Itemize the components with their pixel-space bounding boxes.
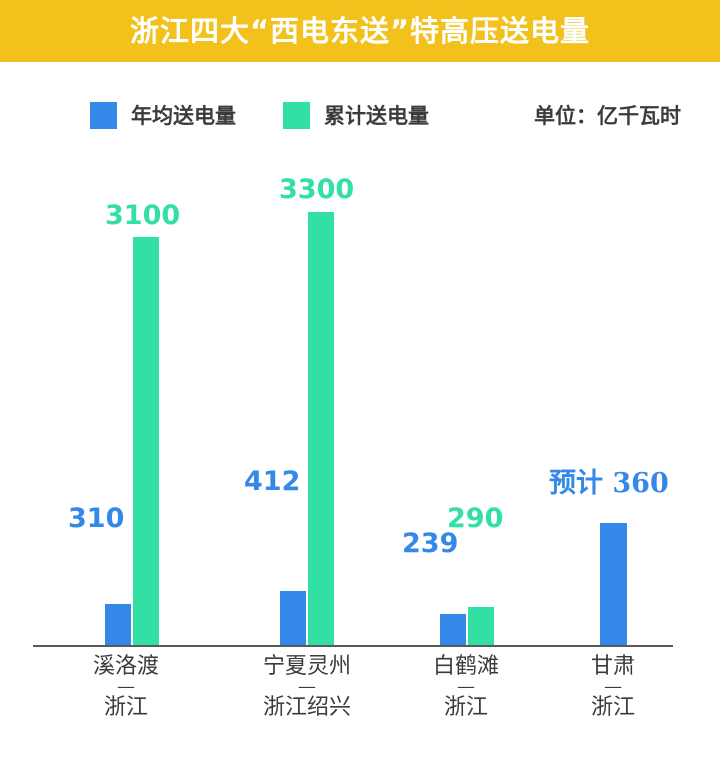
value-label-cumulative-3: 290 <box>447 503 504 534</box>
legend-label-annual: 年均送电量 <box>131 102 236 128</box>
blue-square-icon <box>90 101 117 129</box>
bar-annual-1 <box>105 604 131 645</box>
value-label-cumulative-2: 3300 <box>279 174 355 205</box>
title-banner: 浙江四大“西电东送”特高压送电量 <box>0 0 720 62</box>
x-axis-label-3: 白鹤滩 — 浙江 <box>371 656 561 719</box>
bar-annual-4 <box>600 523 627 645</box>
x-axis-label-2-dash: — <box>298 676 316 697</box>
legend-label-cumulative: 累计送电量 <box>324 102 429 128</box>
bar-cumulative-3 <box>468 607 494 645</box>
legend-item-cumulative: 累计送电量 <box>283 98 429 132</box>
x-axis-label-2-origin: 宁夏灵州 <box>262 654 351 679</box>
legend-unit: 单位：亿千瓦时 <box>534 98 681 132</box>
value-label-annual-1: 310 <box>68 503 125 534</box>
value-label-annual-2: 412 <box>244 466 301 497</box>
x-axis-label-1: 溪洛渡 — 浙江 <box>31 656 221 719</box>
x-axis-label-1-dash: — <box>117 676 135 697</box>
x-axis-label-3-dash: — <box>457 676 475 697</box>
x-axis-label-1-origin: 溪洛渡 <box>92 654 159 679</box>
x-axis-label-2: 宁夏灵州 — 浙江绍兴 <box>212 656 402 719</box>
bar-annual-2 <box>280 591 306 645</box>
chart-legend: 年均送电量 累计送电量 单位：亿千瓦时 <box>0 96 720 136</box>
bar-cumulative-2 <box>308 212 334 645</box>
x-axis-label-4-destination: 浙江 <box>590 695 635 721</box>
x-axis-line <box>33 645 673 647</box>
legend-unit-label: 单位：亿千瓦时 <box>534 102 681 128</box>
green-square-icon <box>283 101 310 129</box>
x-axis-label-4: 甘肃 — 浙江 <box>518 656 708 719</box>
x-axis-label-4-dash: — <box>604 676 622 697</box>
legend-item-annual: 年均送电量 <box>90 98 236 132</box>
value-label-cumulative-1: 3100 <box>105 200 181 231</box>
value-label-annual-3: 239 <box>402 528 459 559</box>
page-title: 浙江四大“西电东送”特高压送电量 <box>129 13 591 48</box>
x-axis-label-4-origin: 甘肃 <box>590 654 635 679</box>
x-axis-label-3-destination: 浙江 <box>443 695 488 721</box>
value-label-annual-4-forecast: 预计 360 <box>549 468 669 499</box>
bar-cumulative-1 <box>133 237 159 645</box>
bar-annual-3 <box>440 614 466 645</box>
x-axis-label-2-destination: 浙江绍兴 <box>262 695 351 721</box>
x-axis-label-1-destination: 浙江 <box>103 695 148 721</box>
x-axis-label-3-origin: 白鹤滩 <box>432 654 499 679</box>
